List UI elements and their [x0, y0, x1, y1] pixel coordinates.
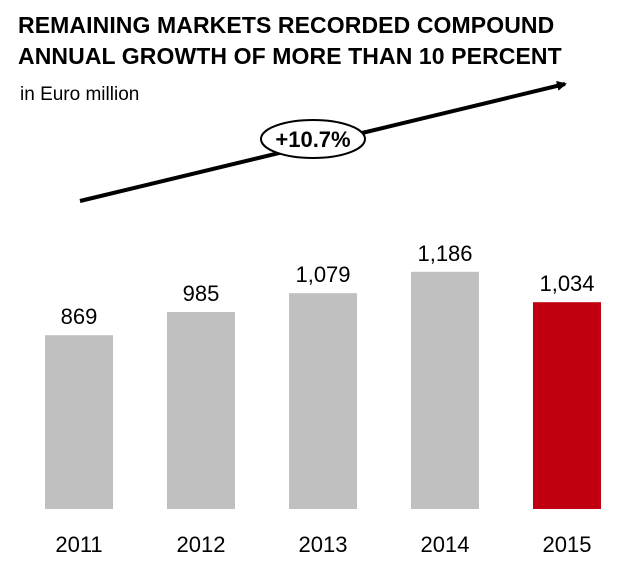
value-label-2011: 869 — [61, 304, 98, 329]
value-label-2013: 1,079 — [295, 262, 350, 287]
bar-2012 — [167, 312, 235, 509]
value-label-2014: 1,186 — [417, 241, 472, 266]
bar-2011 — [45, 335, 113, 509]
chart-title-line-2: ANNUAL GROWTH OF MORE THAN 10 PERCENT — [18, 43, 562, 69]
chart-title: REMAINING MARKETS RECORDED COMPOUND ANNU… — [18, 10, 618, 72]
value-label-2012: 985 — [183, 281, 220, 306]
bars-group — [45, 271, 601, 509]
unit-label: in Euro million — [20, 84, 140, 105]
value-label-2015: 1,034 — [539, 271, 594, 296]
bar-2014 — [411, 271, 479, 509]
bar-2015 — [533, 302, 601, 509]
value-labels-group: 869 985 1,079 1,186 1,034 — [61, 241, 595, 329]
x-tick-label-2015: 2015 — [543, 532, 592, 557]
x-tick-label-2011: 2011 — [55, 532, 102, 557]
cagr-ellipse — [260, 119, 366, 159]
x-tick-label-2012: 2012 — [177, 532, 226, 557]
chart-title-line-1: REMAINING MARKETS RECORDED COMPOUND — [18, 12, 555, 38]
x-tick-label-2013: 2013 — [299, 532, 348, 557]
x-tick-label-2014: 2014 — [421, 532, 470, 557]
bar-2013 — [289, 293, 357, 509]
x-tick-labels-group: 2011 2012 2013 2014 2015 — [55, 532, 591, 557]
cagr-annotation: +10.7% — [275, 127, 350, 152]
